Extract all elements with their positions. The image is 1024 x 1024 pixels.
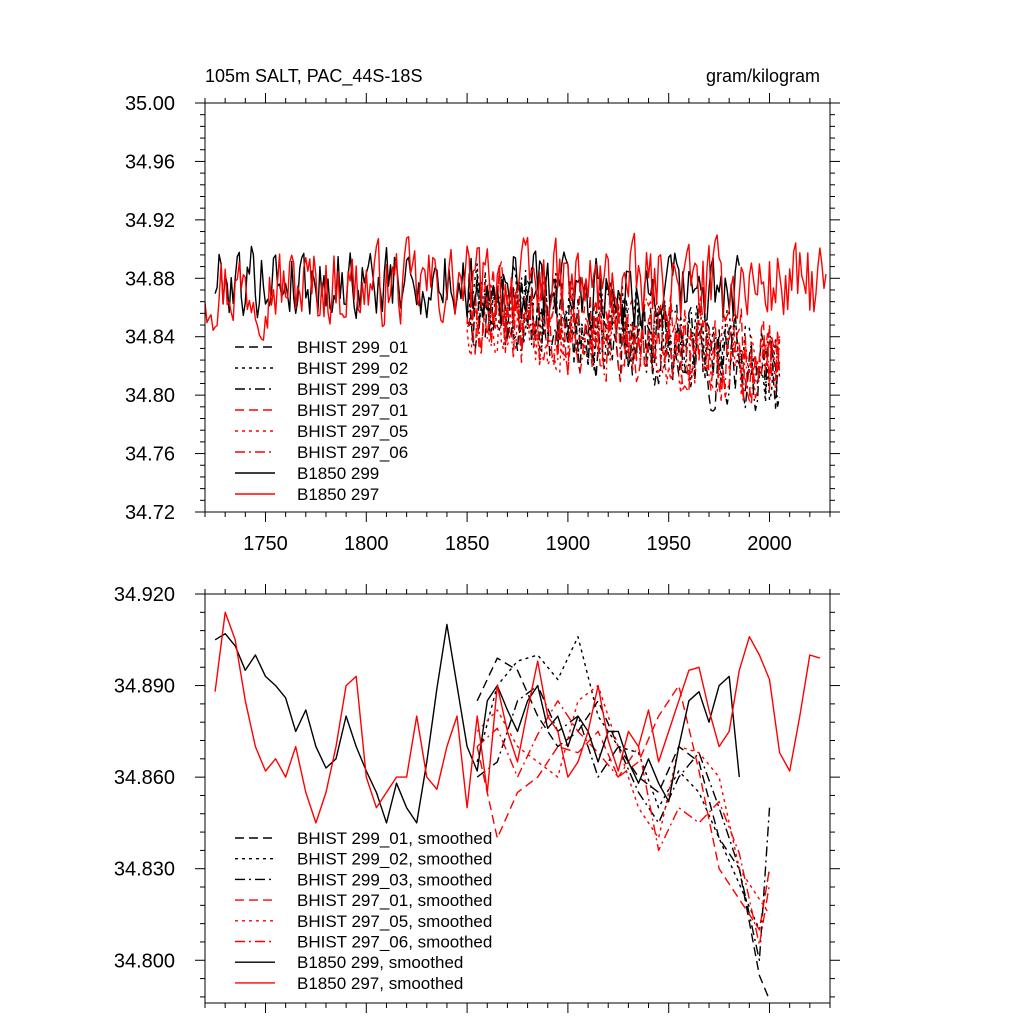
top-panel-units: gram/kilogram: [706, 66, 820, 86]
y-tick-label: 34.920: [114, 584, 175, 606]
x-tick-label: 1800: [344, 533, 389, 555]
y-tick-label: 35.00: [125, 93, 175, 115]
legend-label: BHIST 299_02: [297, 359, 408, 378]
series-line-0-7: [205, 232, 827, 341]
legend-label: BHIST 299_03, smoothed: [297, 870, 492, 889]
x-tick-label: 1900: [546, 533, 591, 555]
legend-label: BHIST 299_02, smoothed: [297, 850, 492, 869]
legend-label: B1850 299, smoothed: [297, 953, 463, 972]
series-line-0-3: [466, 261, 781, 402]
legend-label: BHIST 297_05, smoothed: [297, 912, 492, 931]
y-tick-label: 34.80: [125, 385, 175, 407]
y-tick-label: 34.72: [125, 502, 175, 524]
legend-label: BHIST 299_01: [297, 338, 408, 357]
bottom-panel: 34.800 34.830 34.860 34.890 34.920 BHIST 299…: [114, 584, 840, 1013]
y-tick-label: 34.76: [125, 444, 175, 466]
legend-label: B1850 297: [297, 485, 379, 504]
bottom-panel-legend: BHIST 299_01, smoothed BHIST 299_02, smoo…: [235, 829, 492, 993]
legend-label: B1850 299: [297, 464, 379, 483]
top-panel-axes: 1750 1800 1850 1900 1950 2000 34.72 34.76 34.80 3…: [125, 93, 840, 555]
top-panel-title: 105m SALT, PAC_44S-18S: [205, 66, 422, 87]
plot-frame: [204, 102, 831, 513]
x-tick-label: 1850: [445, 533, 490, 555]
series-line-0-5: [466, 271, 781, 406]
y-tick-label: 34.84: [125, 327, 175, 349]
series-line-1-1: [476, 636, 771, 931]
x-tick-label: 1750: [243, 533, 288, 555]
legend-label: B1850 297, smoothed: [297, 974, 463, 993]
y-tick-label: 34.890: [114, 676, 175, 698]
bottom-panel-axes: 34.800 34.830 34.860 34.890 34.920: [114, 584, 840, 1013]
y-tick-label: 34.92: [125, 210, 175, 232]
legend-label: BHIST 297_01: [297, 401, 408, 420]
top-panel-series: [205, 232, 827, 412]
legend-label: BHIST 297_06, smoothed: [297, 933, 492, 952]
legend-label: BHIST 299_01, smoothed: [297, 829, 492, 848]
y-tick-label: 34.860: [114, 767, 175, 789]
y-tick-label: 34.96: [125, 151, 175, 173]
legend-label: BHIST 299_03: [297, 380, 408, 399]
series-line-1-7: [214, 611, 821, 824]
series-line-1-3: [476, 684, 771, 931]
x-tick-label: 2000: [747, 533, 792, 555]
series-line-1-6: [214, 623, 740, 824]
series-line-0-4: [466, 284, 781, 397]
x-tick-label: 1950: [646, 533, 691, 555]
plot-area: [214, 611, 821, 1001]
bottom-panel-series: [214, 611, 821, 1001]
series-line-1-4: [476, 684, 771, 915]
legend-label: BHIST 297_05: [297, 422, 408, 441]
plot-area: [205, 232, 827, 412]
y-tick-label: 34.88: [125, 268, 175, 290]
y-tick-label: 34.800: [114, 950, 175, 972]
legend-label: BHIST 297_01, smoothed: [297, 891, 492, 910]
top-panel-legend: BHIST 299_01 BHIST 299_02 BHIST 299_03 BHIS…: [235, 338, 408, 504]
series-line-1-2: [476, 684, 771, 961]
legend-label: BHIST 297_06: [297, 443, 408, 462]
top-panel: 105m SALT, PAC_44S-18S gram/kilogram 175…: [125, 66, 840, 555]
series-line-0-2: [466, 269, 781, 411]
y-tick-label: 34.830: [114, 859, 175, 881]
plot-frame: [204, 593, 831, 1004]
